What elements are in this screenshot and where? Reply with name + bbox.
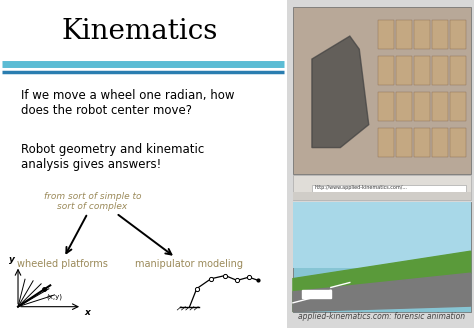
Bar	[414, 20, 430, 49]
Bar	[432, 56, 448, 85]
Polygon shape	[293, 251, 471, 312]
Text: If we move a wheel one radian, how
does the robot center move?: If we move a wheel one radian, how does …	[21, 89, 235, 116]
Bar	[378, 128, 394, 157]
Bar	[450, 92, 466, 121]
Polygon shape	[302, 290, 331, 298]
Bar	[450, 128, 466, 157]
Text: (x,y): (x,y)	[46, 294, 63, 300]
Text: applied-kinematics.com: forensic animation: applied-kinematics.com: forensic animati…	[298, 313, 465, 321]
Bar	[0, 0, 287, 328]
Bar	[432, 128, 448, 157]
Bar	[432, 20, 448, 49]
Bar	[293, 7, 471, 174]
Text: manipulator modeling: manipulator modeling	[135, 259, 243, 269]
Bar	[293, 202, 471, 268]
Bar	[396, 128, 412, 157]
Bar	[396, 20, 412, 49]
Text: wheeled platforms: wheeled platforms	[17, 259, 108, 269]
Text: Kinematics: Kinematics	[62, 18, 218, 45]
Polygon shape	[293, 273, 471, 312]
Bar	[378, 56, 394, 85]
Text: y: y	[9, 255, 15, 264]
Bar	[414, 92, 430, 121]
Text: Robot geometry and kinematic
analysis gives answers!: Robot geometry and kinematic analysis gi…	[21, 143, 205, 171]
Text: http://www.applied-kinematics.com/...: http://www.applied-kinematics.com/...	[314, 185, 407, 190]
Bar	[312, 185, 466, 192]
Polygon shape	[312, 36, 369, 148]
Bar	[450, 20, 466, 49]
Bar	[378, 20, 394, 49]
Bar	[432, 92, 448, 121]
Bar	[450, 56, 466, 85]
Bar	[293, 192, 471, 200]
Bar	[378, 92, 394, 121]
Bar	[414, 56, 430, 85]
Bar	[293, 202, 471, 312]
Bar	[293, 175, 471, 200]
Bar	[396, 92, 412, 121]
Bar	[396, 56, 412, 85]
Text: x: x	[84, 308, 90, 317]
Bar	[414, 128, 430, 157]
Text: from sort of simple to
sort of complex: from sort of simple to sort of complex	[44, 192, 141, 211]
